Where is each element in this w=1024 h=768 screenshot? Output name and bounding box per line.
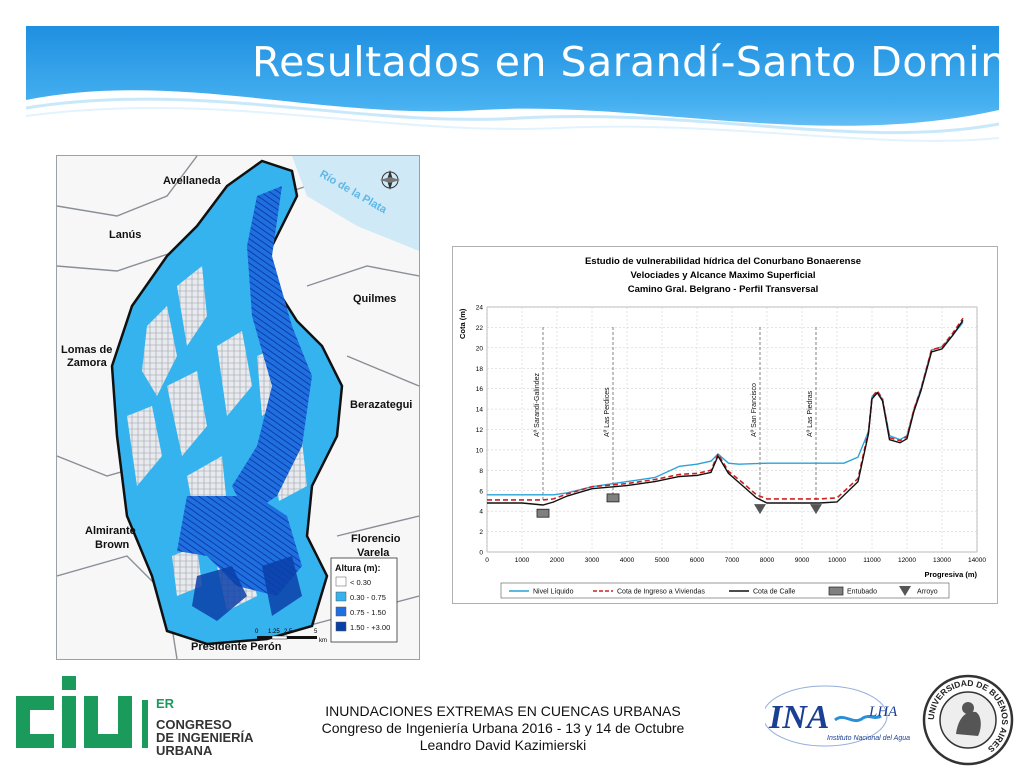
chart-legend: Nivel Líquido Cota de Ingreso a Viviendas… [500,582,950,599]
x-tick-label-7: 7000 [725,557,740,564]
y-tick-label-6: 12 [476,427,484,434]
ciu-line-1: CONGRESO [156,717,232,732]
y-tick-label-5: 10 [476,447,484,454]
profile-chart-svg: Estudio de vulnerabilidad hídrica del Co… [458,256,986,599]
legend-label-series-4: Arroyo [917,589,938,596]
ina-tagline: Instituto Nacional del Agua [827,735,910,742]
scale-tick-0: 0 [255,629,259,635]
ciu-logo: ER CONGRESO DE INGENIERÍA URBANA [16,676,254,758]
y-tick-label-7: 14 [476,407,484,414]
y-tick-label-11: 22 [476,325,484,332]
legend-swatch-3 [335,621,347,632]
chart-subtitle-2: Camino Gral. Belgrano - Perfil Transvers… [628,284,819,295]
y-tick-label-0: 0 [479,550,483,557]
ciu-line-3: URBANA [156,743,213,758]
scale-unit: km [319,638,327,644]
ciu-line-2: DE INGENIERÍA [156,730,254,745]
annotation-label-2: Aº San Francisco [751,383,758,437]
flood-map-graphic: Avellaneda Lanús Quilmes Lomas de Zamora… [57,156,419,659]
legend-label-2: 0.75 - 1.50 [350,608,386,617]
x-tick-label-8: 8000 [760,557,775,564]
legend-key-3 [828,586,844,596]
scale-tick-1: 1.25 [268,629,280,635]
footer-line-1: INUNDACIONES EXTREMAS EN CUENCAS URBANAS [325,703,681,719]
scale-bar: 0 1.25 2.5 5 km [255,629,327,644]
slide-title: Resultados en Sarandí-Santo Domingo [252,38,1024,86]
arroyo-marker-1 [810,504,822,515]
legend-key-4 [899,586,911,596]
x-tick-label-10: 10000 [828,557,846,564]
legend-swatch-1 [335,591,347,602]
x-tick-label-6: 6000 [690,557,705,564]
flood-map: Avellaneda Lanús Quilmes Lomas de Zamora… [56,155,420,660]
place-presidente-peron: Presidente Perón [191,641,282,653]
y-tick-label-8: 16 [476,386,484,393]
x-tick-label-3: 3000 [585,557,600,564]
chart-subtitle-1: Velociades y Alcance Maximo Superficial [631,270,816,281]
y-tick-label-1: 2 [479,529,483,536]
x-tick-label-2: 2000 [550,557,565,564]
annotation-label-0: Aº Sarandí-Galíndez [534,372,541,437]
y-tick-label-3: 6 [479,488,483,495]
x-tick-label-4: 4000 [620,557,635,564]
x-tick-label-14: 14000 [968,557,986,564]
north-arrow-icon [380,170,400,190]
scale-tick-3: 5 [314,629,318,635]
place-lanus: Lanús [109,229,141,241]
entubado-marker-0 [536,508,550,518]
footer-line-3: Leandro David Kazimierski [419,737,587,753]
y-tick-label-9: 18 [476,366,484,373]
legend-swatch-2 [335,606,347,617]
place-lomas-2: Zamora [67,357,108,369]
place-quilmes: Quilmes [353,293,396,305]
place-florencio-1: Florencio [351,533,401,545]
legend-swatch-0 [335,576,347,587]
place-almirante-2: Brown [95,539,130,551]
footer-line-2: Congreso de Ingeniería Urbana 2016 - 13 … [321,720,685,736]
y-tick-label-12: 24 [476,305,484,312]
legend-label-1: 0.30 - 0.75 [350,593,386,602]
place-almirante-1: Almirante [85,525,136,537]
arroyo-marker-0 [754,504,766,515]
x-tick-label-5: 5000 [655,557,670,564]
scale-tick-2: 2.5 [284,629,293,635]
annotation-label-3: Aº Las Piedras [807,390,814,437]
chart-ylabel: Cota (m) [458,308,467,339]
chart-title: Estudio de vulnerabilidad hídrica del Co… [585,256,861,267]
entubado-marker-1 [606,493,620,503]
x-tick-label-13: 13000 [933,557,951,564]
ina-logo: INA LHA Instituto Nacional del Agua [765,685,910,747]
legend-label-series-1: Cota de Ingreso a Viviendas [617,589,705,596]
ciu-ordinal: ER [156,696,175,711]
place-avellaneda: Avellaneda [163,175,222,187]
place-florencio-2: Varela [357,547,390,559]
x-tick-label-1: 1000 [515,557,530,564]
legend-label-0: < 0.30 [350,578,371,587]
x-tick-label-12: 12000 [898,557,916,564]
legend-label-series-0: Nivel Líquido [533,589,574,596]
legend-title: Altura (m): [335,563,381,573]
uba-seal-logo: UNIVERSIDAD DE BUENOS AIRES [922,674,1014,766]
y-tick-label-2: 4 [479,509,483,516]
annotation-label-1: Aº Las Perdices [604,387,611,437]
chart-xlabel: Progresiva (m) [924,570,977,579]
place-berazategui: Berazategui [350,399,412,411]
profile-chart: Estudio de vulnerabilidad hídrica del Co… [452,246,998,604]
legend-label-3: 1.50 - +3.00 [350,623,390,632]
x-tick-label-9: 9000 [795,557,810,564]
ina-suffix: LHA [868,704,898,720]
x-tick-label-0: 0 [485,557,489,564]
y-tick-label-10: 20 [476,345,484,352]
y-tick-label-4: 8 [479,468,483,475]
series-line-2 [487,319,964,506]
x-tick-label-11: 11000 [863,557,881,564]
footer-text: INUNDACIONES EXTREMAS EN CUENCAS URBANAS… [288,703,718,754]
legend-label-series-3: Entubado [847,589,877,596]
ina-brand: INA [768,699,829,736]
map-legend: Altura (m): < 0.30 0.30 - 0.75 0.75 - 1.50… [330,557,398,643]
place-lomas-1: Lomas de [61,344,112,356]
legend-label-series-2: Cota de Calle [753,589,796,596]
title-banner [25,26,1000,180]
